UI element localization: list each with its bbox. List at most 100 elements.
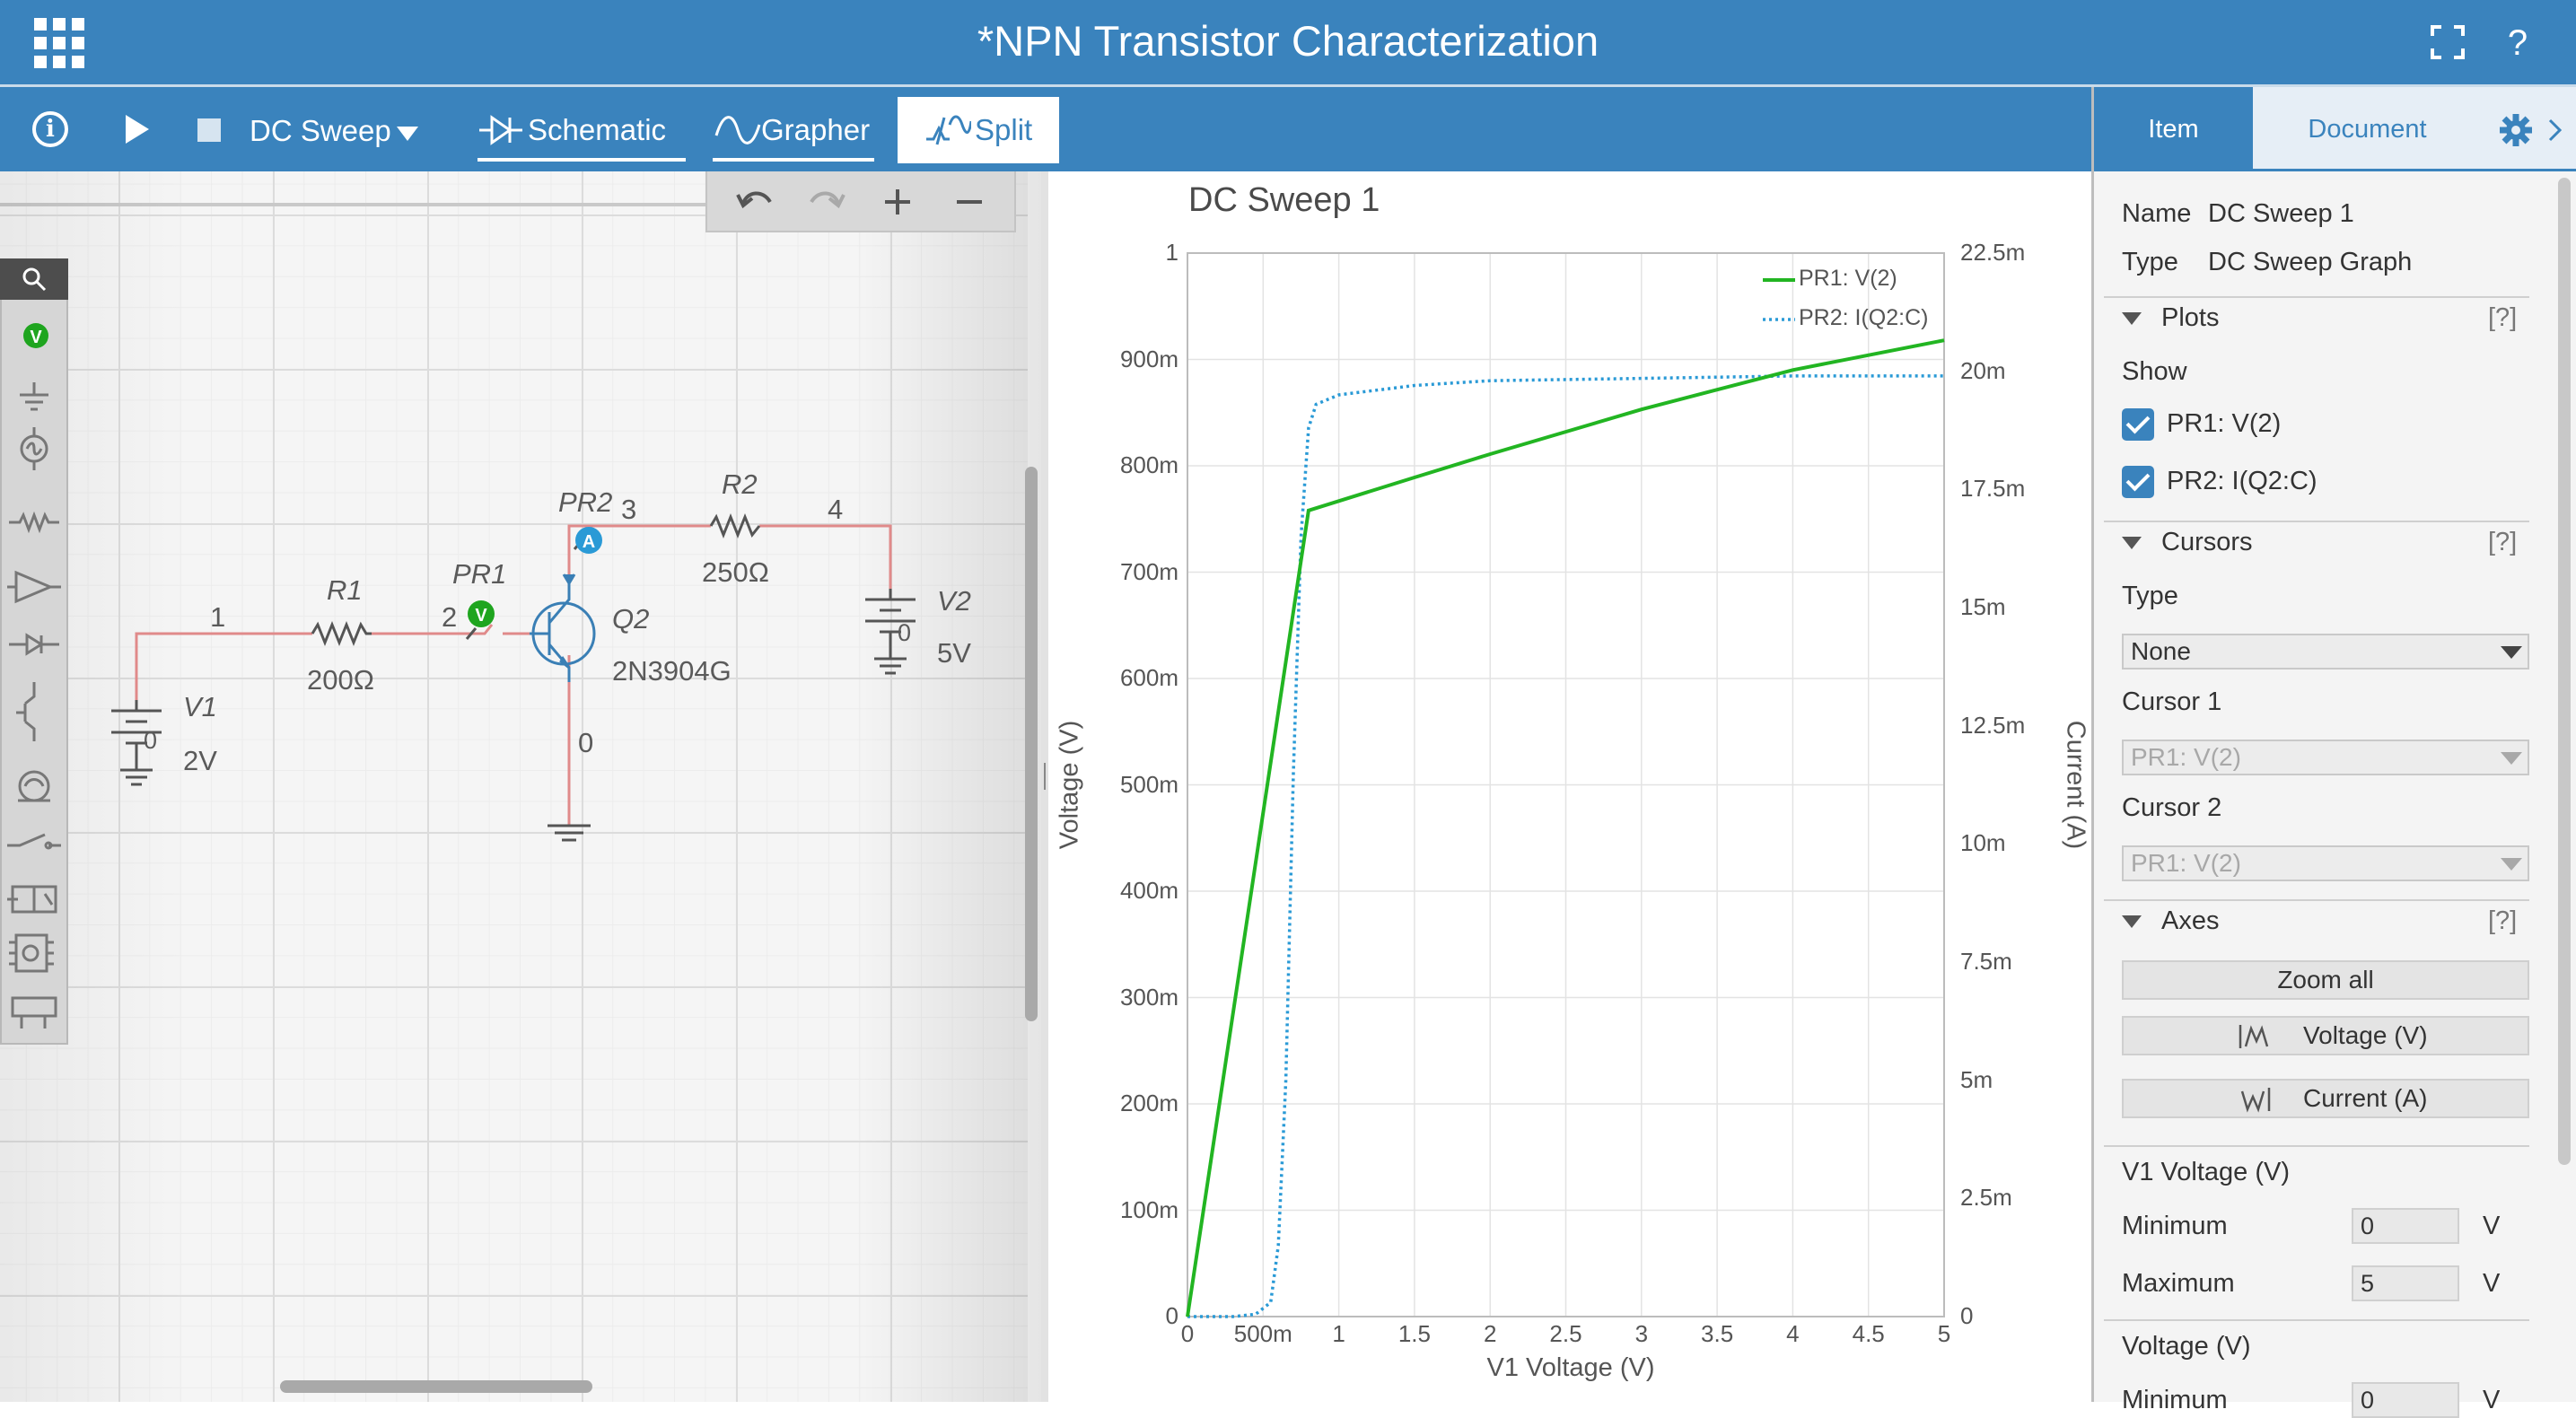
chevron-right-icon[interactable]	[2546, 117, 2564, 144]
cursors-section-title[interactable]: Cursors	[2161, 528, 2253, 556]
plots-section-title[interactable]: Plots	[2161, 303, 2220, 332]
split-grip-handle[interactable]	[1044, 763, 1046, 790]
node-label-3: 3	[621, 494, 637, 525]
analysis-type-select[interactable]: DC Sweep	[250, 114, 391, 147]
v1-minimum-input[interactable]: 0	[2352, 1208, 2459, 1244]
resistor-icon[interactable]	[9, 511, 59, 534]
caret-down-icon[interactable]	[2122, 915, 2142, 928]
undo-icon[interactable]	[734, 182, 775, 218]
voltage-probe-icon[interactable]: V	[23, 323, 48, 348]
apps-grid-icon[interactable]	[34, 18, 84, 68]
transistor-icon[interactable]	[16, 682, 36, 741]
battery-v2[interactable]	[865, 589, 916, 675]
ac-source-icon[interactable]	[20, 427, 48, 470]
ic-chip-icon[interactable]	[9, 933, 54, 973]
search-icon	[22, 267, 47, 292]
sine-wave-icon	[714, 116, 761, 144]
plot-frame	[1187, 252, 1945, 1317]
resistor-r1[interactable]	[311, 620, 372, 647]
axes-help-link[interactable]: [?]	[2488, 906, 2518, 935]
schematic-vertical-scrollbar[interactable]	[1025, 467, 1038, 1021]
run-simulation-button[interactable]	[126, 115, 149, 144]
r1-value: 200Ω	[307, 664, 374, 696]
transistor-q2[interactable]	[530, 573, 596, 682]
ground-icon[interactable]	[20, 382, 48, 411]
cursor1-select[interactable]: PR1: V(2)	[2122, 740, 2529, 775]
info-button[interactable]: i	[32, 111, 68, 147]
v1-voltage-title: V1 Voltage (V)	[2122, 1158, 2290, 1186]
v1-node: 0	[144, 727, 158, 754]
plot-pr2-checkbox[interactable]	[2122, 466, 2154, 498]
cursor2-label: Cursor 2	[2122, 793, 2222, 822]
tab-document[interactable]: Document	[2253, 87, 2482, 171]
palette-search-button[interactable]	[0, 258, 68, 300]
tab-schematic-label: Schematic	[528, 113, 667, 146]
chevron-down-icon[interactable]	[2501, 646, 2522, 659]
probe-pr2[interactable]: A	[573, 527, 602, 554]
schematic-canvas[interactable]	[0, 171, 1028, 1402]
axis-right-icon	[2240, 1088, 2271, 1113]
help-icon[interactable]: ?	[2507, 23, 2528, 63]
name-value: DC Sweep 1	[2208, 199, 2354, 228]
section-divider	[2104, 296, 2529, 298]
tab-grapher[interactable]: Grapher	[714, 97, 876, 163]
schematic-horizontal-scrollbar[interactable]	[280, 1380, 592, 1393]
cursor2-select[interactable]: PR1: V(2)	[2122, 845, 2529, 881]
current-axis-label: Current (A)	[2303, 1084, 2428, 1112]
probe-pr1[interactable]: V	[465, 600, 495, 640]
plot-pr1-checkbox[interactable]	[2122, 408, 2154, 441]
chevron-down-icon[interactable]	[2501, 858, 2522, 871]
voltage-axis-button[interactable]: Voltage (V)	[2122, 1016, 2529, 1055]
lamp-icon[interactable]	[18, 770, 50, 802]
r2-name: R2	[722, 468, 758, 500]
section-divider	[2104, 899, 2529, 901]
diode-icon[interactable]	[9, 633, 59, 656]
zoom-in-icon[interactable]	[881, 186, 914, 218]
current-axis-button[interactable]: Current (A)	[2122, 1079, 2529, 1118]
schematic-top-edge	[0, 203, 709, 206]
edit-toolbar	[705, 171, 1016, 232]
chevron-down-icon[interactable]	[397, 127, 418, 141]
x-tick-label: 0	[1180, 1320, 1195, 1347]
panel-scrollbar[interactable]	[2558, 178, 2571, 1165]
opamp-icon[interactable]	[7, 570, 61, 604]
tab-underline	[713, 158, 874, 162]
y-right-tick-label: 20m	[1960, 356, 2006, 384]
stop-simulation-button[interactable]	[197, 118, 221, 142]
gear-icon[interactable]	[2498, 112, 2534, 148]
logic-block-icon[interactable]	[11, 996, 57, 1028]
y-left-tick-label: 800m	[1119, 451, 1178, 478]
axes-section-title[interactable]: Axes	[2161, 906, 2220, 935]
caret-down-icon[interactable]	[2122, 537, 2142, 549]
plots-help-link[interactable]: [?]	[2488, 303, 2518, 332]
v1-maximum-input[interactable]: 5	[2352, 1265, 2459, 1301]
panel-tab-underline	[2094, 169, 2576, 171]
v1-maximum-label: Maximum	[2122, 1269, 2235, 1298]
fullscreen-icon[interactable]	[2429, 23, 2466, 61]
legend-item-pr2: PR2: I(Q2:C)	[1799, 305, 1929, 330]
plot-area[interactable]	[1048, 171, 2091, 1402]
caret-down-icon[interactable]	[2122, 312, 2142, 325]
zoom-out-icon[interactable]	[953, 186, 986, 218]
tab-underline	[478, 158, 686, 162]
redo-icon[interactable]	[806, 182, 847, 218]
y-left-tick-label: 1	[1165, 239, 1178, 266]
voltage-minimum-input[interactable]: 0	[2352, 1382, 2459, 1418]
y-left-tick-label: 300m	[1119, 983, 1178, 1011]
cursor-type-select[interactable]: None	[2122, 634, 2529, 670]
tab-split[interactable]: Split	[898, 97, 1059, 163]
cursors-help-link[interactable]: [?]	[2488, 528, 2518, 556]
header-divider	[0, 84, 2576, 87]
tab-item[interactable]: Item	[2094, 87, 2253, 171]
tab-schematic[interactable]: Schematic	[478, 97, 666, 163]
y-axis-right-label: Current (A)	[2061, 720, 2090, 850]
relay-icon[interactable]	[7, 885, 57, 914]
battery-v1[interactable]	[111, 700, 162, 786]
switch-icon[interactable]	[7, 833, 61, 850]
x-axis-label: V1 Voltage (V)	[1486, 1353, 1655, 1382]
chevron-down-icon[interactable]	[2501, 752, 2522, 765]
resistor-r2[interactable]	[709, 512, 761, 539]
series-pr2-line[interactable]	[1187, 374, 1944, 1318]
series-pr1-line[interactable]	[1186, 338, 1945, 1317]
zoom-all-button[interactable]: Zoom all	[2122, 960, 2529, 1000]
